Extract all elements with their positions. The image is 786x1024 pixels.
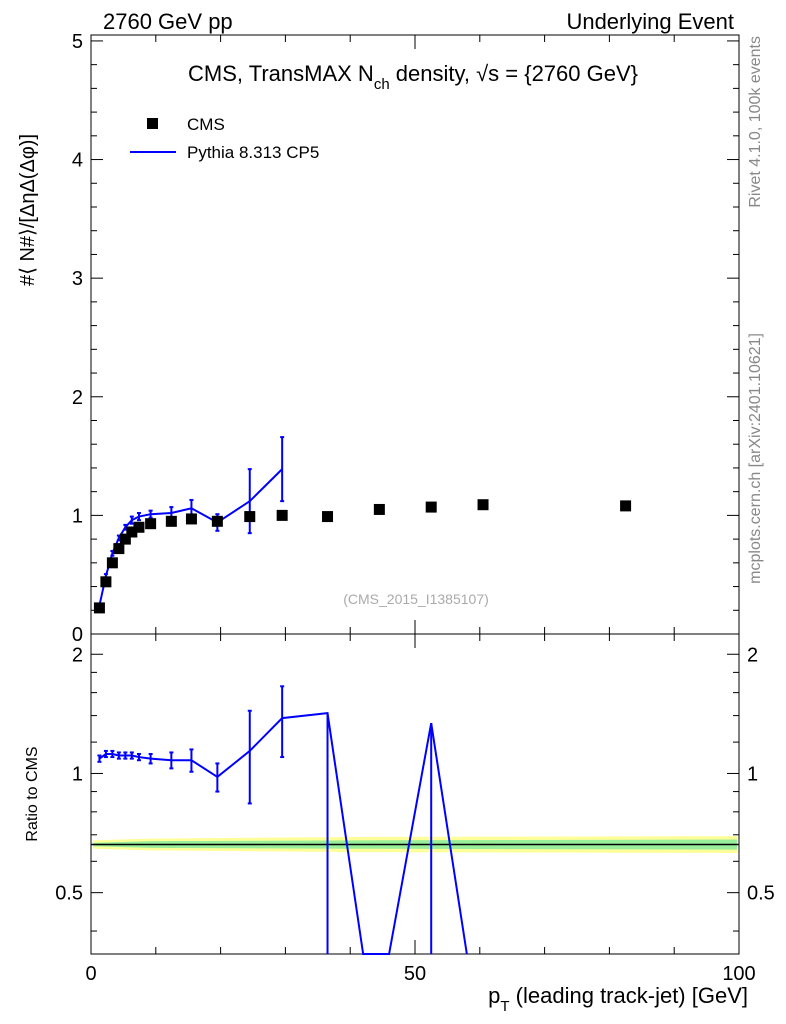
rivet-label: Rivet 4.1.0, 100k events xyxy=(747,36,764,208)
cms-point xyxy=(185,513,197,525)
ratio-y-tick-label: 0.5 xyxy=(55,883,83,905)
ratio-y-tick-label: 1 xyxy=(72,763,83,785)
main-panel: 0 1 2 3 4 5 CMS, TransMAX Nch density, √s = {… xyxy=(17,31,740,646)
cms-point xyxy=(620,500,632,512)
y-tick-label: 1 xyxy=(72,505,83,527)
cms-point xyxy=(276,509,288,521)
main-title: CMS, TransMAX Nch density, √s = {2760 Ge… xyxy=(188,61,638,93)
ratio-frame xyxy=(90,633,740,955)
cms-point xyxy=(165,515,177,527)
cms-point xyxy=(425,501,437,513)
legend: CMS Pythia 8.313 CP5 xyxy=(130,115,319,162)
cms-point xyxy=(145,518,157,530)
legend-pythia-label: Pythia 8.313 CP5 xyxy=(187,143,319,162)
cms-point xyxy=(477,499,489,511)
header-right: Underlying Event xyxy=(566,9,734,34)
cms-point xyxy=(93,602,105,614)
watermark: (CMS_2015_I1385107) xyxy=(343,591,489,607)
ratio-y-tick-label: 1 xyxy=(747,763,758,785)
y-tick-label: 3 xyxy=(72,268,83,290)
x-tick-label: 0 xyxy=(85,963,96,985)
y-tick-label: 0 xyxy=(72,624,83,646)
ratio-panel: 0.5 0.5 1 1 2 2 0 50 100 Ratio to CMS pT (leadin… xyxy=(24,633,775,1015)
cms-point xyxy=(244,511,256,523)
legend-cms-marker xyxy=(147,118,158,129)
x-tick-label: 50 xyxy=(404,963,426,985)
legend-cms-label: CMS xyxy=(187,115,225,134)
ratio-y-tick-label: 2 xyxy=(72,644,83,666)
header-left: 2760 GeV pp xyxy=(103,9,233,34)
cms-point xyxy=(100,576,112,588)
main-ylabel: #⟨ N#⟩/[ΔηΔ(Δφ)] xyxy=(17,134,39,286)
cms-point xyxy=(126,526,138,538)
xlabel: pT (leading track-jet) [GeV] xyxy=(488,983,748,1015)
y-tick-label: 4 xyxy=(72,150,83,172)
y-tick-label: 2 xyxy=(72,387,83,409)
ratio-y-tick-label: 2 xyxy=(747,644,758,666)
cms-point xyxy=(119,533,131,545)
x-tick-label: 100 xyxy=(722,963,755,985)
cms-point xyxy=(113,543,125,555)
cms-point xyxy=(373,503,385,515)
cms-point xyxy=(106,557,118,569)
cms-point xyxy=(211,515,223,527)
cms-point xyxy=(322,511,334,523)
mcplots-label: mcplots.cern.ch [arXiv:2401.10621] xyxy=(747,333,764,584)
ratio-ylabel: Ratio to CMS xyxy=(24,746,41,841)
y-tick-label: 5 xyxy=(72,31,83,53)
ratio-pythia-line xyxy=(98,712,468,955)
cms-point xyxy=(133,521,145,533)
ratio-y-tick-label: 0.5 xyxy=(747,883,775,905)
